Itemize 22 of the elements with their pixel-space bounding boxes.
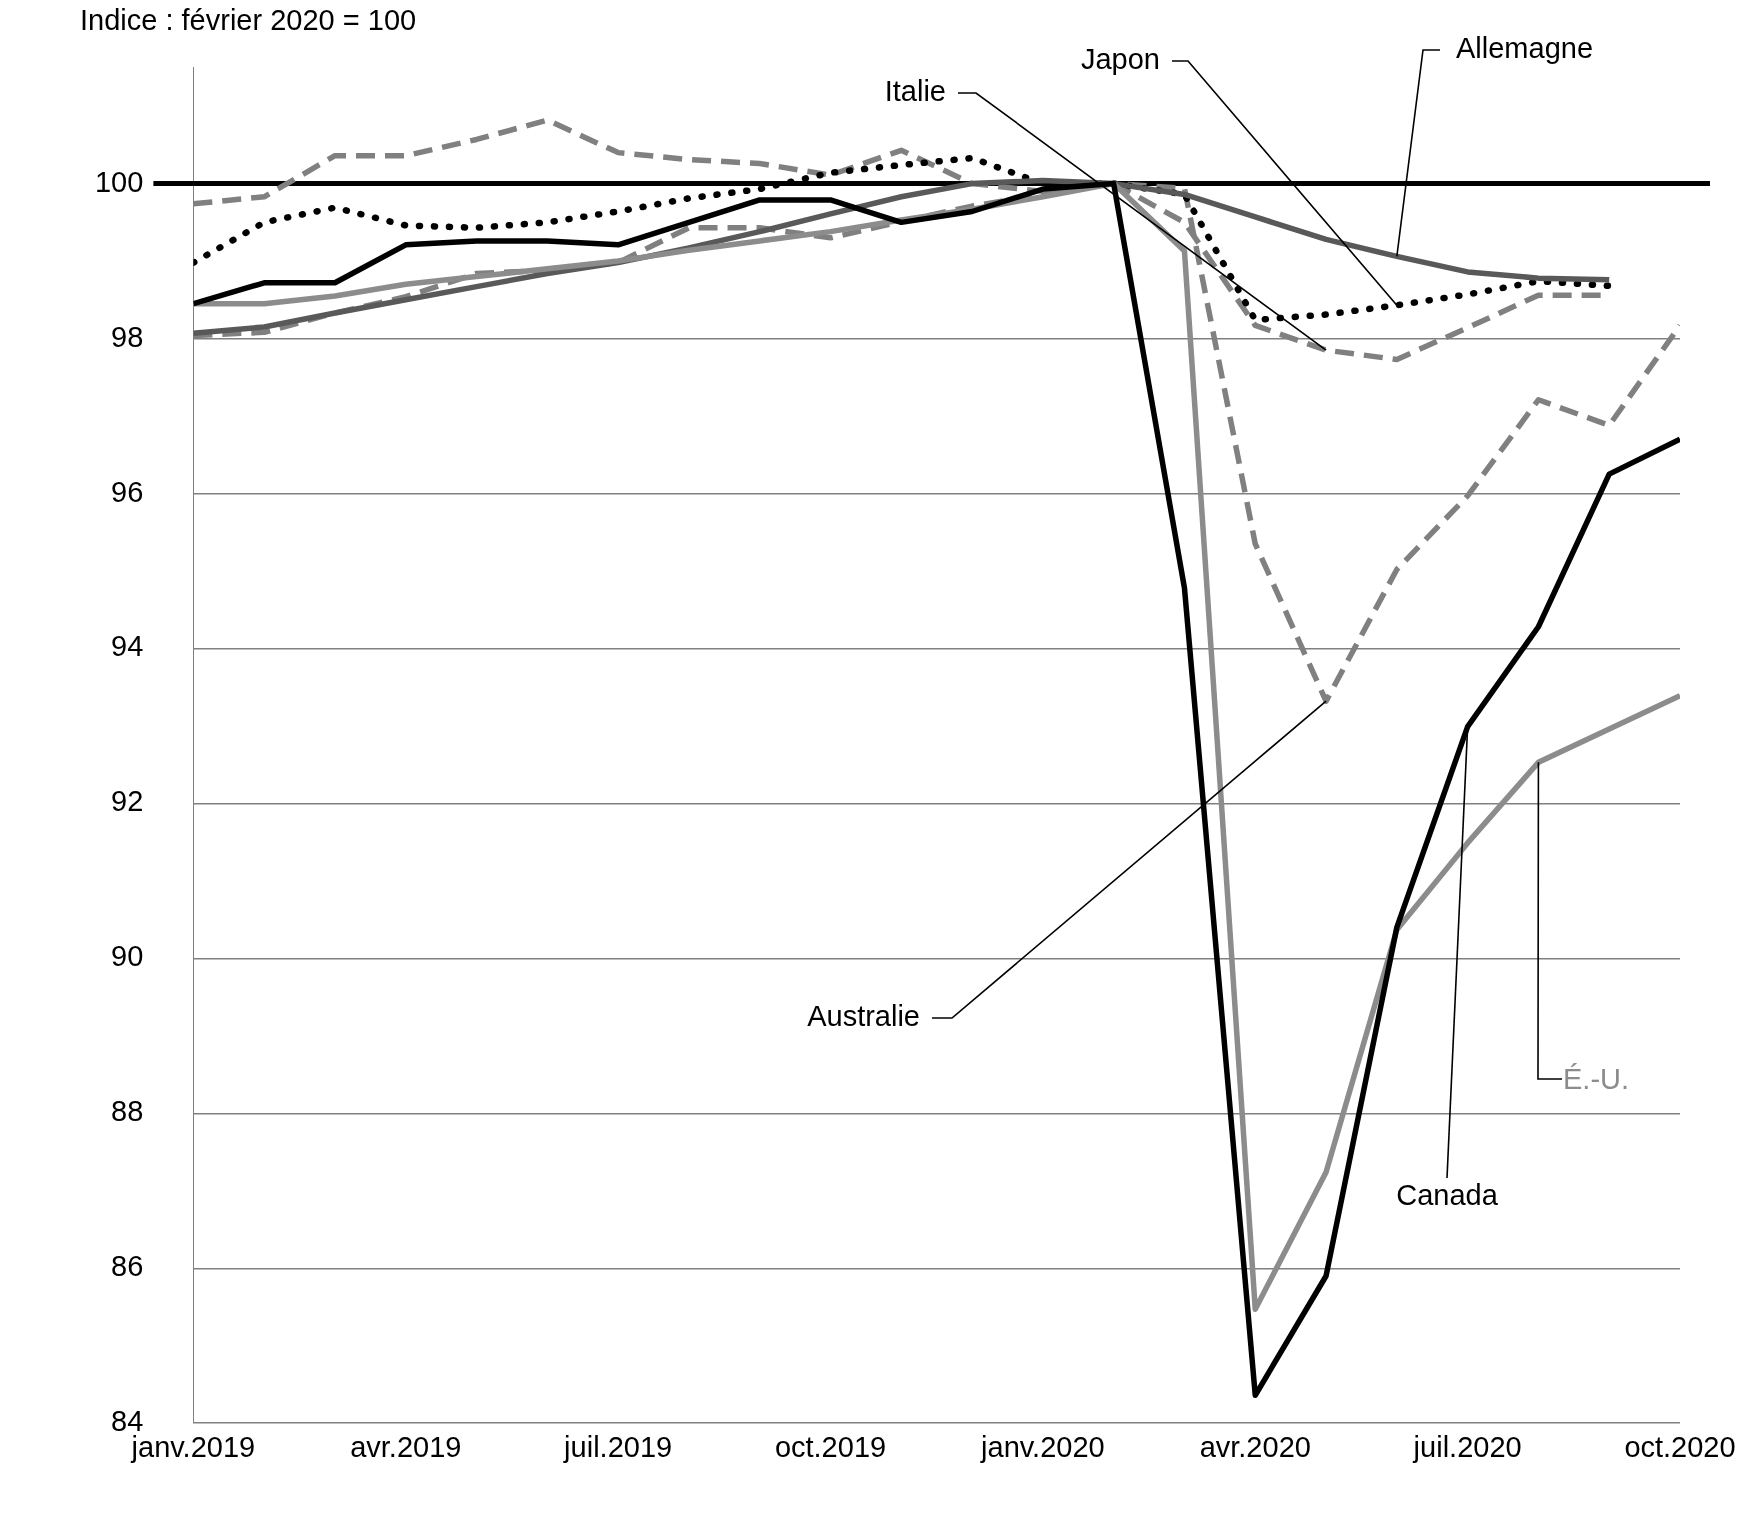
x-tick-label: juil.2020 <box>1412 1430 1522 1463</box>
y-tick-label: 86 <box>111 1250 144 1283</box>
y-tick-label: 100 <box>94 165 144 198</box>
y-tick-label: 98 <box>111 320 144 353</box>
x-tick-label: avr.2019 <box>350 1430 462 1463</box>
x-tick-label: oct.2020 <box>1624 1430 1736 1463</box>
y-tick-label: 94 <box>111 630 144 663</box>
x-tick-label: janv.2020 <box>980 1430 1105 1463</box>
text: Allemagne <box>1456 32 1594 64</box>
x-tick-label: juil.2019 <box>563 1430 673 1463</box>
text: Japon <box>1080 43 1160 75</box>
y-tick-label: 88 <box>111 1095 144 1128</box>
series-label: Italie <box>884 75 946 107</box>
text: Australie <box>807 1000 920 1032</box>
series-label: Canada <box>1396 1179 1499 1211</box>
y-tick-label: 92 <box>111 785 144 818</box>
y-tick-label: 96 <box>111 475 144 508</box>
text: É.-U. <box>1563 1063 1630 1095</box>
x-tick-label: oct.2019 <box>774 1430 887 1463</box>
y-axis-title: Indice : février 2020 = 100 <box>80 4 417 36</box>
y-tick-label: 90 <box>111 940 144 973</box>
x-tick-label: avr.2020 <box>1199 1430 1311 1463</box>
